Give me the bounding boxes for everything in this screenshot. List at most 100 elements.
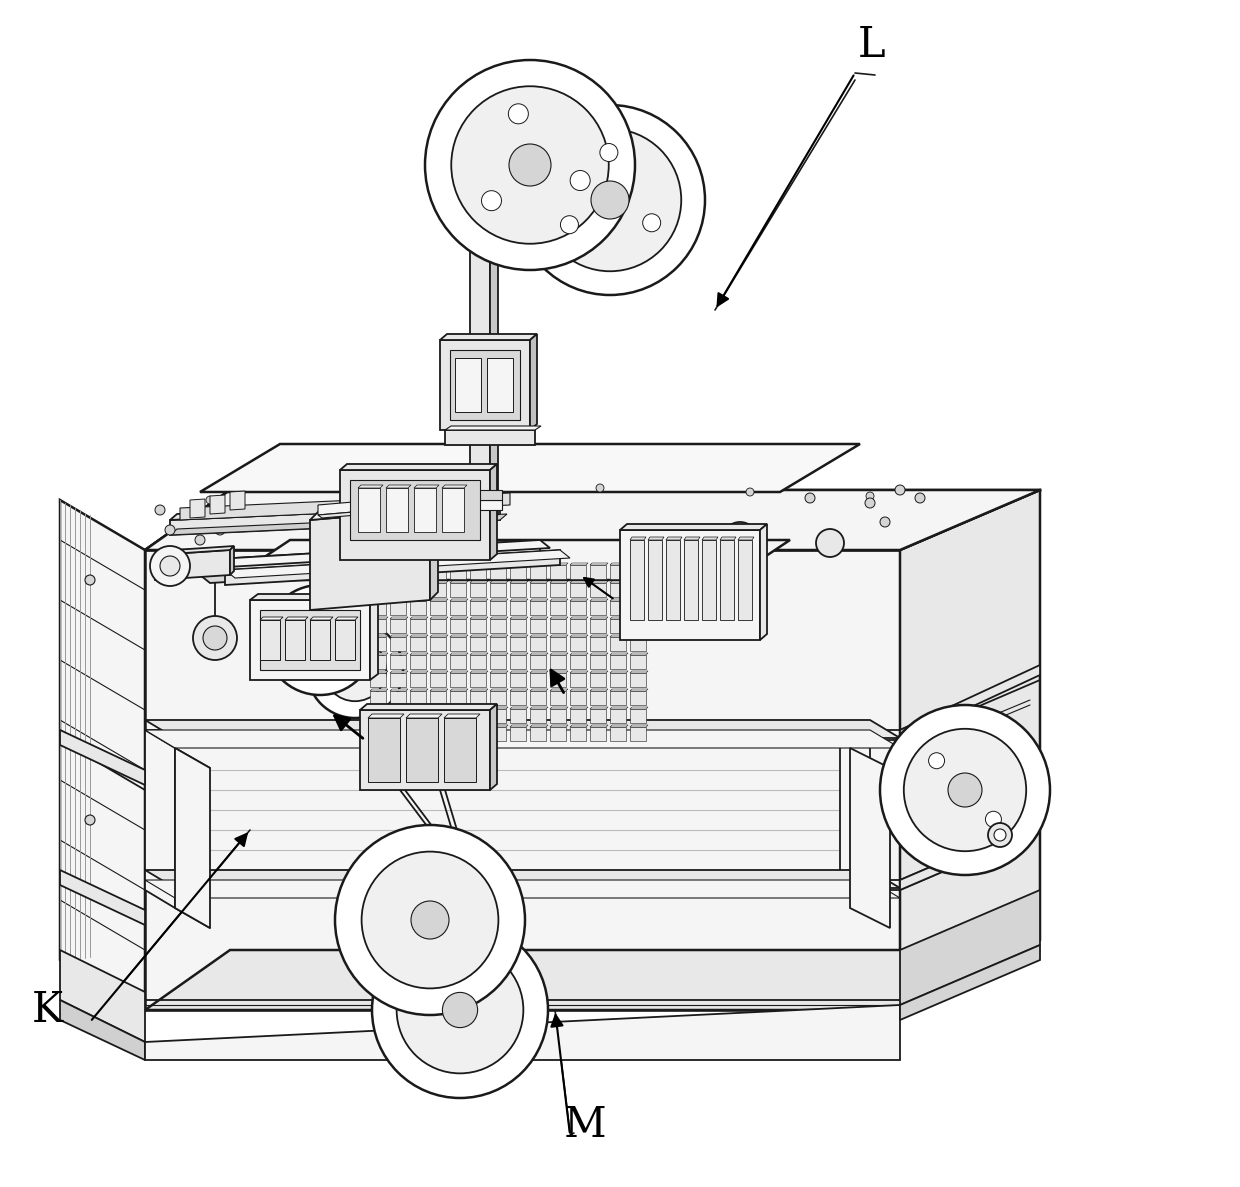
Polygon shape bbox=[370, 673, 386, 687]
Polygon shape bbox=[490, 691, 506, 705]
Polygon shape bbox=[510, 617, 528, 618]
Polygon shape bbox=[410, 725, 428, 726]
Polygon shape bbox=[590, 635, 608, 637]
Polygon shape bbox=[570, 635, 588, 637]
Polygon shape bbox=[370, 707, 388, 709]
Polygon shape bbox=[450, 618, 466, 633]
Polygon shape bbox=[470, 635, 489, 637]
Polygon shape bbox=[145, 870, 900, 888]
Polygon shape bbox=[570, 583, 587, 597]
Polygon shape bbox=[570, 671, 588, 673]
Circle shape bbox=[915, 493, 925, 503]
Polygon shape bbox=[620, 531, 760, 640]
Circle shape bbox=[986, 811, 1002, 827]
Polygon shape bbox=[60, 730, 145, 785]
Polygon shape bbox=[529, 653, 548, 655]
Polygon shape bbox=[145, 880, 900, 899]
Polygon shape bbox=[610, 653, 627, 655]
Polygon shape bbox=[490, 199, 498, 515]
Polygon shape bbox=[590, 583, 606, 597]
Polygon shape bbox=[630, 565, 646, 579]
Circle shape bbox=[215, 525, 224, 535]
Polygon shape bbox=[391, 637, 405, 650]
Polygon shape bbox=[510, 637, 526, 650]
Polygon shape bbox=[529, 655, 546, 669]
Circle shape bbox=[515, 104, 706, 296]
Polygon shape bbox=[529, 618, 546, 633]
Polygon shape bbox=[470, 691, 486, 705]
Polygon shape bbox=[551, 653, 568, 655]
Polygon shape bbox=[490, 464, 497, 560]
Polygon shape bbox=[229, 491, 246, 510]
Polygon shape bbox=[590, 637, 606, 650]
Polygon shape bbox=[410, 709, 427, 723]
Circle shape bbox=[508, 144, 551, 186]
Polygon shape bbox=[405, 715, 441, 718]
Polygon shape bbox=[551, 691, 565, 705]
Polygon shape bbox=[470, 618, 486, 633]
Polygon shape bbox=[175, 748, 210, 928]
Polygon shape bbox=[317, 495, 435, 515]
Polygon shape bbox=[470, 583, 486, 597]
Polygon shape bbox=[490, 563, 508, 565]
Polygon shape bbox=[370, 655, 386, 669]
Circle shape bbox=[308, 622, 403, 718]
Polygon shape bbox=[470, 655, 486, 669]
Polygon shape bbox=[430, 599, 448, 601]
Circle shape bbox=[193, 616, 237, 660]
Polygon shape bbox=[529, 688, 548, 691]
Polygon shape bbox=[551, 617, 568, 618]
Polygon shape bbox=[590, 725, 608, 726]
Polygon shape bbox=[590, 580, 608, 583]
Polygon shape bbox=[590, 673, 606, 687]
Polygon shape bbox=[460, 500, 502, 510]
Polygon shape bbox=[430, 671, 448, 673]
Polygon shape bbox=[490, 653, 508, 655]
Polygon shape bbox=[455, 210, 620, 226]
Polygon shape bbox=[738, 537, 754, 540]
Polygon shape bbox=[200, 540, 539, 575]
Polygon shape bbox=[551, 565, 565, 579]
Polygon shape bbox=[490, 709, 506, 723]
Polygon shape bbox=[410, 635, 428, 637]
Polygon shape bbox=[570, 688, 588, 691]
Polygon shape bbox=[570, 725, 588, 726]
Polygon shape bbox=[551, 583, 565, 597]
Polygon shape bbox=[490, 726, 506, 741]
Text: L: L bbox=[858, 24, 885, 66]
Circle shape bbox=[155, 504, 165, 515]
Polygon shape bbox=[370, 725, 388, 726]
Polygon shape bbox=[450, 617, 467, 618]
Polygon shape bbox=[455, 207, 625, 215]
Polygon shape bbox=[430, 601, 446, 615]
Circle shape bbox=[591, 180, 629, 218]
Polygon shape bbox=[738, 540, 751, 620]
Polygon shape bbox=[391, 709, 405, 723]
Polygon shape bbox=[430, 725, 448, 726]
Polygon shape bbox=[490, 599, 508, 601]
Polygon shape bbox=[720, 537, 737, 540]
Polygon shape bbox=[529, 601, 546, 615]
Polygon shape bbox=[310, 620, 330, 660]
Circle shape bbox=[372, 922, 548, 1098]
Polygon shape bbox=[839, 730, 870, 908]
Circle shape bbox=[165, 525, 175, 535]
Polygon shape bbox=[702, 540, 715, 620]
Polygon shape bbox=[430, 635, 448, 637]
Polygon shape bbox=[430, 726, 446, 741]
Polygon shape bbox=[391, 563, 408, 565]
Polygon shape bbox=[649, 540, 662, 620]
Circle shape bbox=[560, 216, 578, 234]
Polygon shape bbox=[570, 691, 587, 705]
Polygon shape bbox=[510, 691, 526, 705]
Polygon shape bbox=[370, 580, 388, 583]
Polygon shape bbox=[570, 726, 587, 741]
Polygon shape bbox=[224, 550, 560, 585]
Polygon shape bbox=[610, 725, 627, 726]
Polygon shape bbox=[285, 617, 308, 620]
Circle shape bbox=[866, 499, 875, 508]
Polygon shape bbox=[410, 580, 428, 583]
Polygon shape bbox=[410, 671, 428, 673]
Polygon shape bbox=[610, 673, 626, 687]
Polygon shape bbox=[630, 599, 649, 601]
